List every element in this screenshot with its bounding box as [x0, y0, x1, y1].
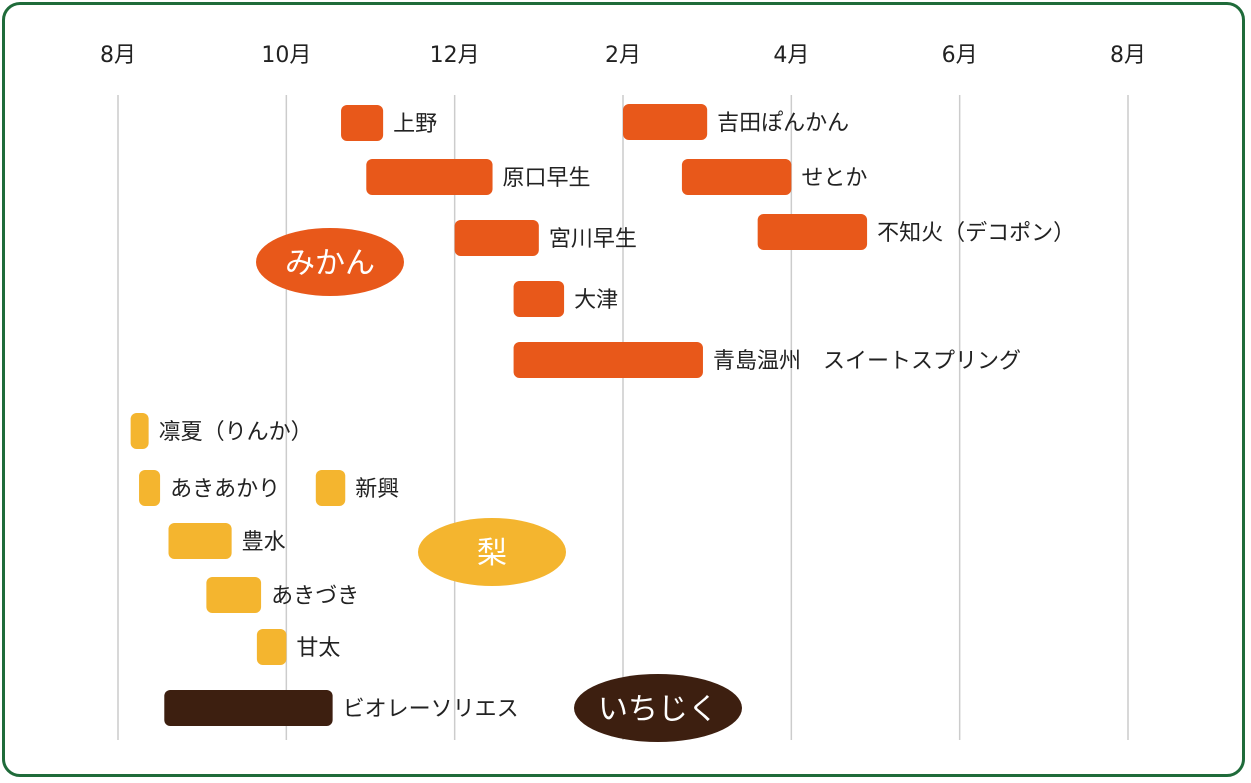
- month-tick-label: 4月: [773, 43, 809, 68]
- bar-mikan: [681, 159, 792, 195]
- bar-label: 大津: [574, 288, 618, 313]
- month-tick-label: 12月: [430, 43, 480, 68]
- bar-mikan: [454, 220, 539, 256]
- bar-label: 凛夏（りんか）: [159, 420, 313, 445]
- month-tick-label: 8月: [100, 43, 136, 68]
- bar-label: 原口早生: [503, 166, 591, 191]
- bar-label: せとか: [801, 166, 867, 191]
- bar-label: ビオレーソリエス: [343, 697, 519, 722]
- group-label-ichijiku: いちじく: [598, 692, 718, 727]
- month-tick-label: 6月: [942, 43, 978, 68]
- bar-mikan: [513, 281, 565, 317]
- month-tick-label: 8月: [1110, 43, 1146, 68]
- bar-mikan: [757, 214, 868, 250]
- group-badge-ichijiku: [574, 674, 742, 742]
- bar-label: 甘太: [296, 636, 340, 661]
- bar-mikan: [341, 105, 384, 141]
- group-badge-mikan: [256, 228, 404, 296]
- bar-label: 上野: [393, 112, 437, 137]
- bar-nashi: [168, 523, 232, 559]
- bar-label: 吉田ぽんかん: [717, 111, 849, 136]
- bar-mikan: [623, 104, 708, 140]
- bar-label: 青島温州 スイートスプリング: [713, 349, 1021, 374]
- bar-nashi: [315, 470, 346, 506]
- bar-nashi: [256, 629, 287, 665]
- group-label-nashi: 梨: [477, 536, 507, 571]
- bar-label: 不知火（デコポン）: [877, 221, 1075, 246]
- bar-nashi: [139, 470, 161, 506]
- month-tick-label: 2月: [605, 43, 641, 68]
- bar-label: 豊水: [242, 530, 286, 555]
- month-tick-label: 10月: [261, 43, 311, 68]
- bar-label: 新興: [355, 477, 399, 502]
- bar-label: あきづき: [271, 584, 359, 609]
- bar-ichijiku: [164, 690, 333, 726]
- bar-nashi: [206, 577, 262, 613]
- bar-mikan: [513, 342, 703, 378]
- bar-label: 宮川早生: [549, 227, 637, 252]
- group-badge-nashi: [418, 518, 566, 586]
- bar-label: あきあかり: [170, 477, 280, 502]
- bar-nashi: [130, 413, 149, 449]
- group-label-mikan: みかん: [285, 246, 375, 281]
- bar-mikan: [366, 159, 493, 195]
